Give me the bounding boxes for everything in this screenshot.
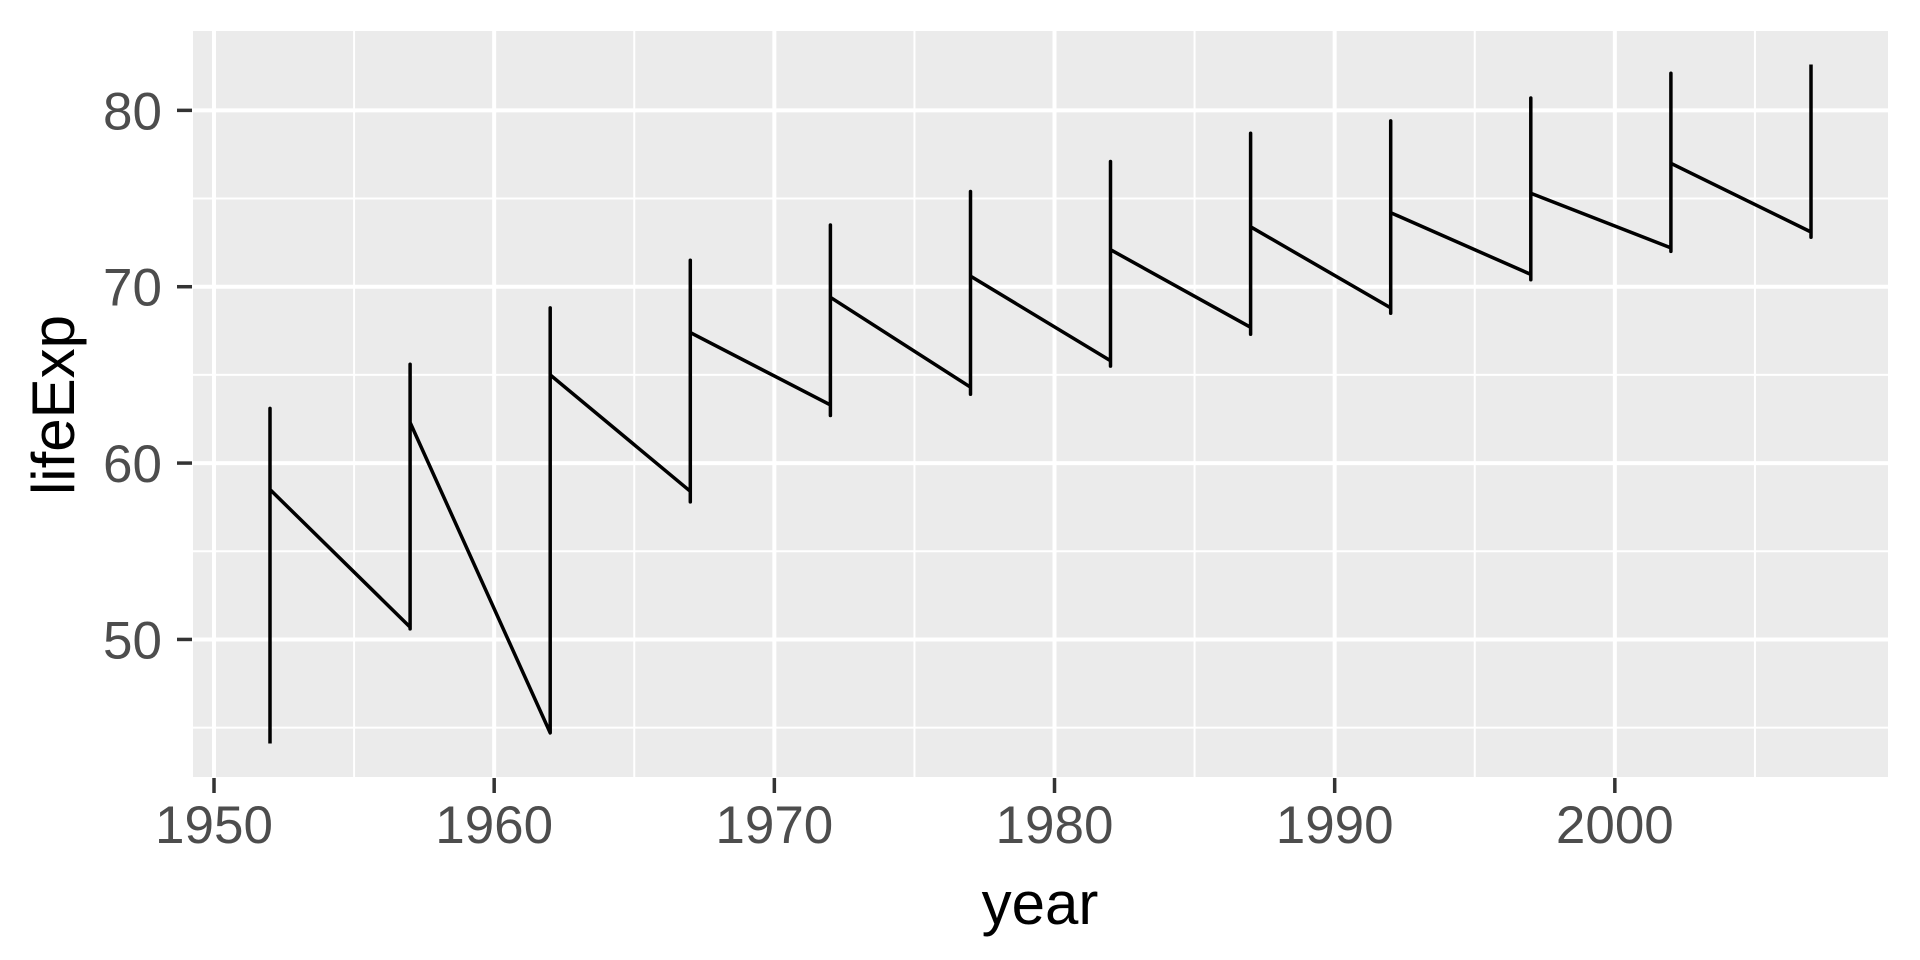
y-tick-label: 50 (103, 611, 162, 670)
x-tick-label: 1980 (996, 796, 1114, 855)
plot-panel (193, 31, 1888, 777)
x-tick-label: 1990 (1276, 796, 1394, 855)
lifeexp-line (268, 64, 1813, 744)
x-tick-label: 2000 (1556, 796, 1674, 855)
x-tick-label: 1970 (715, 796, 833, 855)
x-tick-label: 1950 (155, 796, 273, 855)
x-tick-label: 1960 (435, 796, 553, 855)
y-axis-title: lifeExp (20, 314, 87, 496)
x-axis-title: year (981, 870, 1099, 937)
y-tick-label: 60 (103, 435, 162, 494)
y-tick-label: 80 (103, 82, 162, 141)
y-tick-label: 70 (103, 259, 162, 318)
